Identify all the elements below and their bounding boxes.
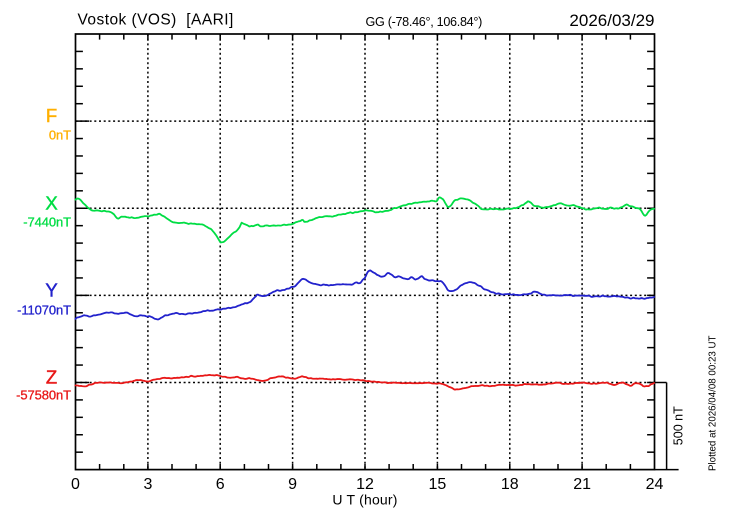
svg-text:0nT: 0nT xyxy=(49,128,71,143)
svg-text:Plotted at 2026/04/08 00:23 UT: Plotted at 2026/04/08 00:23 UT xyxy=(708,335,719,471)
svg-text:X: X xyxy=(45,192,57,213)
svg-text:3: 3 xyxy=(143,476,152,493)
svg-text:Y: Y xyxy=(45,280,57,301)
svg-text:Z: Z xyxy=(46,367,57,388)
svg-text:24: 24 xyxy=(646,476,664,493)
svg-text:2026/03/29: 2026/03/29 xyxy=(569,11,654,30)
svg-text:0: 0 xyxy=(71,476,80,493)
svg-text:-11070nT: -11070nT xyxy=(17,302,71,317)
svg-text:-57580nT: -57580nT xyxy=(16,388,71,403)
svg-text:Vostok (VOS) [AARI]: Vostok (VOS) [AARI] xyxy=(78,12,234,29)
svg-text:GG (-78.46°, 106.84°): GG (-78.46°, 106.84°) xyxy=(366,15,483,29)
svg-text:18: 18 xyxy=(501,476,519,493)
svg-text:15: 15 xyxy=(429,476,447,493)
svg-text:21: 21 xyxy=(573,476,591,493)
svg-text:U T (hour): U T (hour) xyxy=(332,492,397,508)
svg-text:F: F xyxy=(46,105,57,126)
svg-text:9: 9 xyxy=(288,476,297,493)
svg-text:12: 12 xyxy=(356,476,374,493)
svg-text:6: 6 xyxy=(216,476,225,493)
svg-text:-7440nT: -7440nT xyxy=(23,215,71,230)
svg-text:500 nT: 500 nT xyxy=(672,406,686,445)
